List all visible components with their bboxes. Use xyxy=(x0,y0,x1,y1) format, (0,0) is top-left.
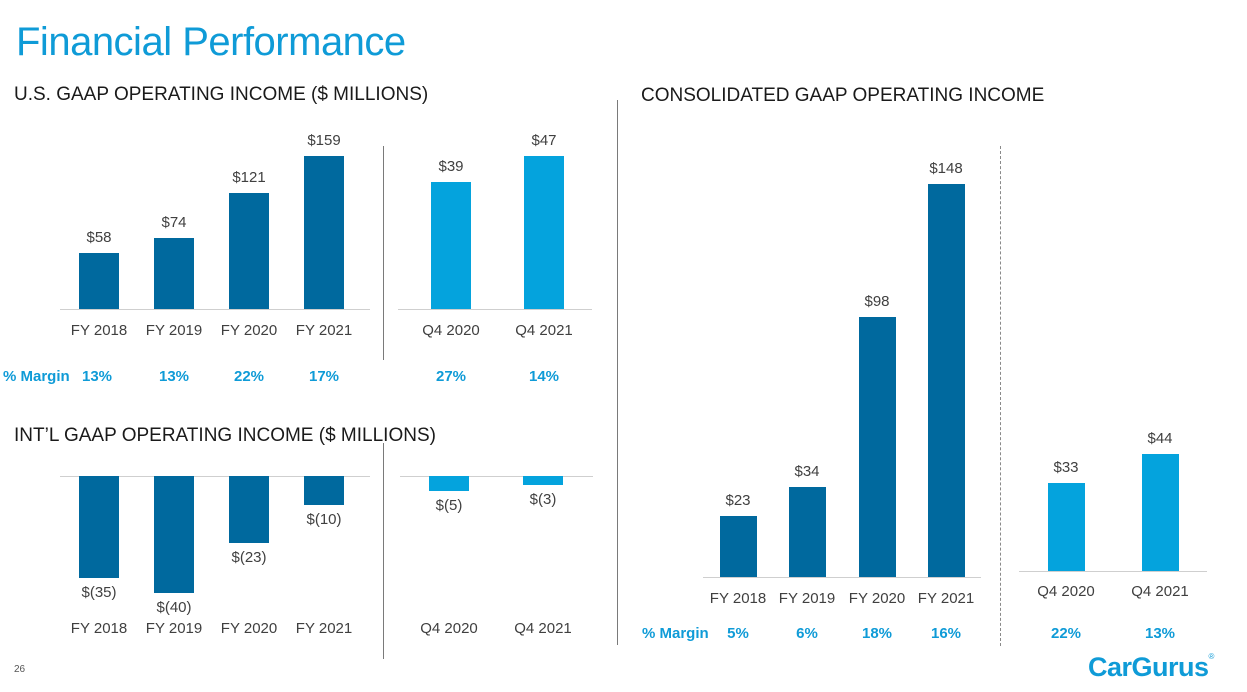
us-baseline xyxy=(60,309,370,310)
intl-bar xyxy=(304,476,344,506)
consolidated-margin-value: 6% xyxy=(796,625,818,642)
us-value-label: $121 xyxy=(232,168,266,186)
us-value-label: $47 xyxy=(531,132,557,149)
consolidated-category-label: FY 2021 xyxy=(917,590,975,607)
us-category-label: Q4 2020 xyxy=(422,322,480,339)
cargurus-logo: CarGurus® xyxy=(1088,652,1214,683)
consolidated-bar xyxy=(1141,454,1179,571)
us-intl-group-divider xyxy=(383,146,384,360)
intl-bar xyxy=(429,476,469,491)
consolidated-margin-label: % Margin xyxy=(642,625,709,642)
consolidated-category-label: Q4 2021 xyxy=(1131,583,1189,600)
consolidated-category-label: FY 2018 xyxy=(709,590,767,607)
us-bar xyxy=(304,156,344,309)
us-bar xyxy=(431,182,471,309)
intl-chart-title: INT’L GAAP OPERATING INCOME ($ MILLIONS) xyxy=(14,425,436,446)
intl-category-label: Q4 2021 xyxy=(514,620,572,637)
intl-baseline xyxy=(60,476,370,477)
consolidated-value-label: $33 xyxy=(1053,459,1079,477)
us-margin-value: 14% xyxy=(528,368,560,385)
us-margin-value: 13% xyxy=(158,368,190,385)
intl-category-label: FY 2020 xyxy=(220,620,278,637)
consolidated-margin-value: 5% xyxy=(727,625,749,642)
us-category-label: FY 2021 xyxy=(295,322,353,339)
us-bar xyxy=(79,253,119,309)
logo-wordmark: CarGurus xyxy=(1088,652,1209,682)
us-bar xyxy=(229,192,269,309)
intl-value-label: $(40) xyxy=(156,599,192,616)
consolidated-value-label: $23 xyxy=(725,491,751,509)
us-value-label: $58 xyxy=(86,229,112,247)
us-category-label: FY 2020 xyxy=(220,322,278,339)
consolidated-value-label: $44 xyxy=(1147,430,1173,448)
intl-category-label: FY 2018 xyxy=(70,620,128,637)
intl-value-label: $(23) xyxy=(231,549,267,567)
consolidated-value-label: $98 xyxy=(864,292,890,310)
logo-registered-mark: ® xyxy=(1208,652,1215,661)
us-margin-value: 22% xyxy=(233,368,265,385)
consolidated-baseline xyxy=(1019,571,1207,572)
intl-bar xyxy=(154,476,194,593)
us-chart-title: U.S. GAAP OPERATING INCOME ($ MILLIONS) xyxy=(14,84,429,105)
us-baseline xyxy=(398,309,592,310)
consolidated-category-label: FY 2020 xyxy=(848,590,906,607)
consolidated-margin-value: 16% xyxy=(930,625,962,642)
consolidated-baseline xyxy=(703,577,981,578)
consolidated-group-divider xyxy=(1000,146,1001,646)
us-margin-value: 27% xyxy=(435,368,467,385)
us-bar xyxy=(154,237,194,309)
consolidated-value-label: $34 xyxy=(794,462,820,480)
consolidated-bar xyxy=(858,316,896,577)
intl-value-label: $(10) xyxy=(306,511,342,529)
intl-bar xyxy=(229,476,269,544)
consolidated-margin-value: 22% xyxy=(1050,625,1082,642)
us-margin-label: % Margin xyxy=(3,368,70,385)
intl-group-divider xyxy=(383,443,384,659)
us-category-label: FY 2018 xyxy=(70,322,128,339)
intl-bar xyxy=(79,476,119,579)
us-category-label: Q4 2021 xyxy=(515,322,573,339)
consolidated-value-label: $148 xyxy=(929,160,963,177)
consolidated-chart-title: CONSOLIDATED GAAP OPERATING INCOME xyxy=(641,85,1045,106)
intl-category-label: FY 2021 xyxy=(295,620,353,637)
consolidated-bar xyxy=(927,184,965,577)
consolidated-margin-value: 13% xyxy=(1144,625,1176,642)
consolidated-bar xyxy=(719,515,757,577)
us-margin-value: 17% xyxy=(308,368,340,385)
us-value-label: $159 xyxy=(307,132,341,149)
consolidated-margin-value: 18% xyxy=(861,625,893,642)
page-number: 26 xyxy=(14,664,26,675)
us-value-label: $39 xyxy=(438,158,464,176)
intl-category-label: Q4 2020 xyxy=(420,620,478,637)
consolidated-bar xyxy=(788,486,826,577)
consolidated-bar xyxy=(1047,483,1085,571)
intl-baseline xyxy=(400,476,593,477)
main-section-divider xyxy=(617,100,618,645)
us-bar xyxy=(524,156,564,309)
consolidated-category-label: FY 2019 xyxy=(778,590,836,607)
intl-value-label: $(3) xyxy=(529,490,557,508)
us-margin-value: 13% xyxy=(81,368,113,385)
page-title: Financial Performance xyxy=(16,20,406,64)
intl-value-label: $(5) xyxy=(435,496,463,514)
consolidated-category-label: Q4 2020 xyxy=(1037,583,1095,600)
intl-bar xyxy=(523,476,563,485)
intl-value-label: $(35) xyxy=(81,584,117,602)
us-category-label: FY 2019 xyxy=(145,322,203,339)
us-value-label: $74 xyxy=(161,213,187,231)
intl-category-label: FY 2019 xyxy=(145,620,203,637)
